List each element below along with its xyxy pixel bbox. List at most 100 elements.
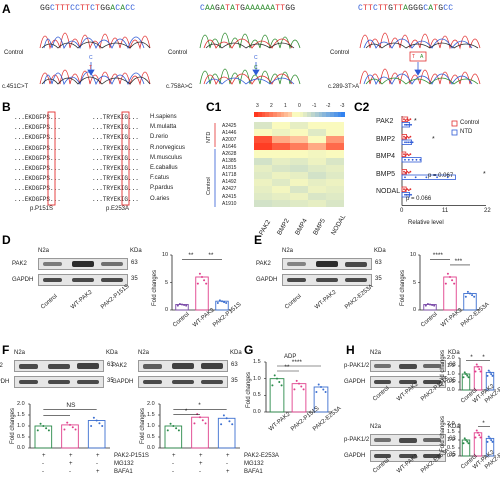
blot-cell-line: N2a (370, 350, 382, 356)
blot-row-label: PAK2 (0, 363, 3, 369)
blot-band (398, 363, 418, 369)
sig-label: ** (284, 364, 290, 371)
bar-data-point (320, 386, 322, 388)
bar-data-point (463, 437, 466, 440)
color-scale-step (295, 112, 300, 117)
blot-band (18, 363, 39, 369)
c2-bar-control (401, 151, 407, 157)
sequence-base: T (85, 4, 91, 13)
c2-point-ntd (407, 141, 410, 144)
blot-row-label: GAPDH (12, 277, 34, 283)
c2-gene-label: NODAL (376, 188, 401, 195)
heatmap-cell (254, 136, 272, 144)
bar-y-tick-label: 2.0 (447, 355, 455, 361)
blot-band (18, 380, 39, 384)
bar-data-point (467, 442, 470, 445)
panel-g-title: ADP (284, 354, 297, 360)
bar-data-point (42, 425, 45, 427)
sig-label: ** (208, 252, 214, 260)
blot-cell-line: N2a (38, 248, 50, 254)
c2-point-ntd (411, 158, 414, 161)
sequence-base: A (403, 4, 409, 13)
bar-data-point (95, 419, 98, 422)
alignment-right-seq: ...TRYEKIG... (92, 165, 139, 172)
sequence-base: A (255, 4, 261, 13)
alignment-right-seq: ...TRYEKIG... (92, 195, 139, 203)
c2-xlabel: Relative level (408, 220, 444, 226)
sequence-base: A (120, 4, 126, 13)
bar-data-point (222, 414, 225, 417)
color-scale-step (322, 112, 327, 117)
bar-data-point (487, 369, 490, 372)
sequence-base: T (225, 4, 231, 13)
bar-data-point (462, 442, 465, 445)
bar (191, 416, 209, 449)
color-scale-step (254, 112, 258, 117)
c2-point-control (409, 153, 412, 156)
heatmap-cell (308, 122, 326, 130)
treatment-mark: - (199, 469, 201, 475)
sequence-base: C (70, 4, 76, 13)
color-scale-step (330, 112, 334, 117)
bar-y-label: Fold changes (140, 407, 146, 444)
bar-data-point (204, 422, 207, 425)
treatment-mark: + (226, 453, 230, 459)
sig-label: *** (454, 257, 463, 265)
bar-y-tick-label: 0.0 (447, 453, 455, 459)
c2-point-ntd (404, 193, 406, 196)
bar-data-point (92, 416, 95, 419)
bar-data-point (322, 388, 325, 391)
blot-band (142, 380, 163, 384)
c2-point-ntd (436, 176, 438, 179)
panel-b-site-label: p.P151S (30, 206, 54, 212)
bar-data-point (486, 440, 489, 443)
blot-kda: KDa (448, 350, 460, 356)
blot-row-label: GAPDH (0, 379, 10, 385)
heatmap-cell (290, 193, 308, 201)
bar-y-tick-label: 0.5 (253, 392, 261, 399)
panel-label-h: H (346, 343, 355, 357)
bar-data-point (225, 301, 228, 304)
treatment-mark: + (199, 453, 203, 459)
sig-label: * (198, 402, 201, 410)
alignment-species: F.catus (150, 175, 170, 182)
sig-label: NS (66, 402, 76, 410)
bar-data-point (175, 427, 178, 430)
heatmap-cell (308, 200, 326, 208)
sequence-base: T (60, 4, 66, 13)
c2-point-control (406, 135, 409, 138)
heatmap-cell (290, 150, 308, 158)
sequence-base: T (433, 4, 439, 13)
blot-band (345, 278, 367, 282)
color-scale-step (326, 112, 331, 117)
color-scale-step (261, 112, 266, 117)
sequence-base: C (125, 4, 131, 13)
bar-y-tick-label: 5 (165, 279, 169, 286)
c2-point-ntd (446, 176, 449, 179)
bar-data-point (462, 376, 465, 379)
c2-point-ntd (407, 123, 409, 126)
blot-kda: KDa (106, 350, 118, 356)
heatmap-cell (272, 122, 290, 130)
alignment-species: O.aries (150, 195, 170, 202)
c2-sig-star: * (414, 118, 417, 125)
bar-data-point (71, 426, 74, 429)
bar-data-point (302, 388, 305, 391)
blot-mw: 35 (449, 378, 456, 384)
blot-band (286, 262, 307, 266)
heatmap-cell (254, 122, 272, 130)
alignment-left-seq: ...EKDGFPS... (14, 134, 61, 142)
bar-y-tick-label: 2.0 (147, 401, 155, 407)
blot-kda: KDa (448, 424, 460, 430)
c2-point-control (406, 170, 409, 173)
bar-data-point (198, 272, 201, 275)
sequence-base: A (265, 4, 271, 13)
bar-data-point (166, 429, 169, 432)
panel-a-control-label: Control (4, 50, 24, 56)
color-scale-step (311, 112, 315, 117)
alignment-left-seq: ...EKDGFPS... (14, 114, 61, 121)
heatmap-cell (326, 150, 344, 158)
